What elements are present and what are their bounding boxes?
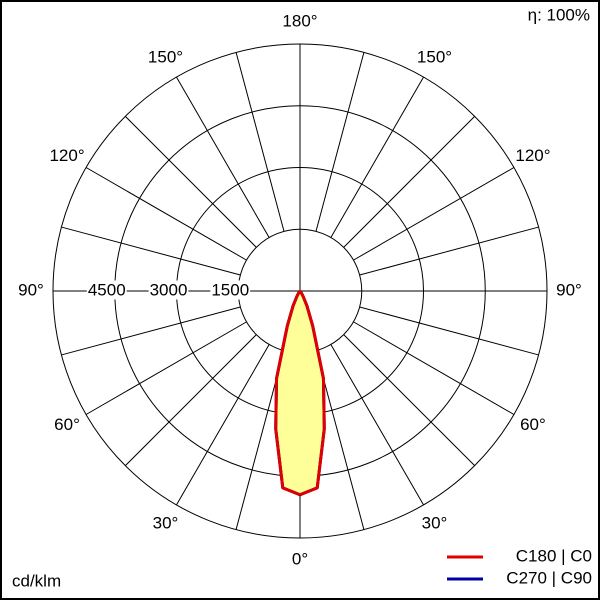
- spoke: [353, 167, 515, 261]
- spoke: [359, 306, 539, 356]
- label-bg: [86, 280, 127, 300]
- angle-label: 90°: [18, 280, 44, 299]
- spoke: [61, 306, 241, 356]
- labels: 1500 3000 4500 0° 30° 30° 60° 60° 90° 90° 120° 120°…: [18, 11, 582, 568]
- spoke: [61, 226, 241, 276]
- spoke: [176, 76, 270, 238]
- angle-label: 60°: [54, 415, 80, 434]
- spoke: [343, 334, 476, 467]
- r-tick-label: 3000: [150, 280, 188, 299]
- angle-label: 30°: [153, 513, 179, 532]
- spoke: [330, 76, 424, 238]
- legend: C180 | C0 C270 | C90: [447, 546, 592, 587]
- spoke: [85, 167, 247, 261]
- legend-label: C180 | C0: [516, 546, 592, 565]
- r-tick-label: 4500: [88, 280, 126, 299]
- angle-label: 180°: [282, 11, 317, 30]
- beam-curve: [274, 290, 302, 497]
- beam-fill: [275, 291, 300, 495]
- spoke: [176, 344, 270, 506]
- spoke: [353, 321, 515, 415]
- angle-label: 60°: [520, 415, 546, 434]
- legend-label: C270 | C90: [506, 568, 592, 587]
- unit-label: cd/klm: [12, 571, 61, 590]
- spoke: [124, 115, 257, 248]
- angle-label: 90°: [556, 280, 582, 299]
- spoke: [330, 344, 424, 506]
- angle-label: 0°: [292, 549, 308, 568]
- spoke: [359, 226, 539, 276]
- label-bg: [148, 280, 189, 300]
- spoke: [124, 334, 257, 467]
- grid: [52, 43, 548, 539]
- angle-label: 120°: [515, 146, 550, 165]
- angle-label: 120°: [49, 146, 84, 165]
- spoke: [343, 115, 476, 248]
- marks: [274, 290, 326, 497]
- beam-curve: [298, 290, 326, 497]
- efficiency-label: η: 100%: [528, 5, 590, 24]
- beam-fill: [300, 291, 325, 495]
- r-tick-label: 1500: [211, 280, 249, 299]
- angle-label: 30°: [422, 513, 448, 532]
- spoke: [315, 52, 365, 232]
- spoke: [235, 52, 285, 232]
- angle-label: 150°: [148, 48, 183, 67]
- angle-label: 150°: [417, 48, 452, 67]
- spoke: [85, 321, 247, 415]
- label-bg: [210, 280, 251, 300]
